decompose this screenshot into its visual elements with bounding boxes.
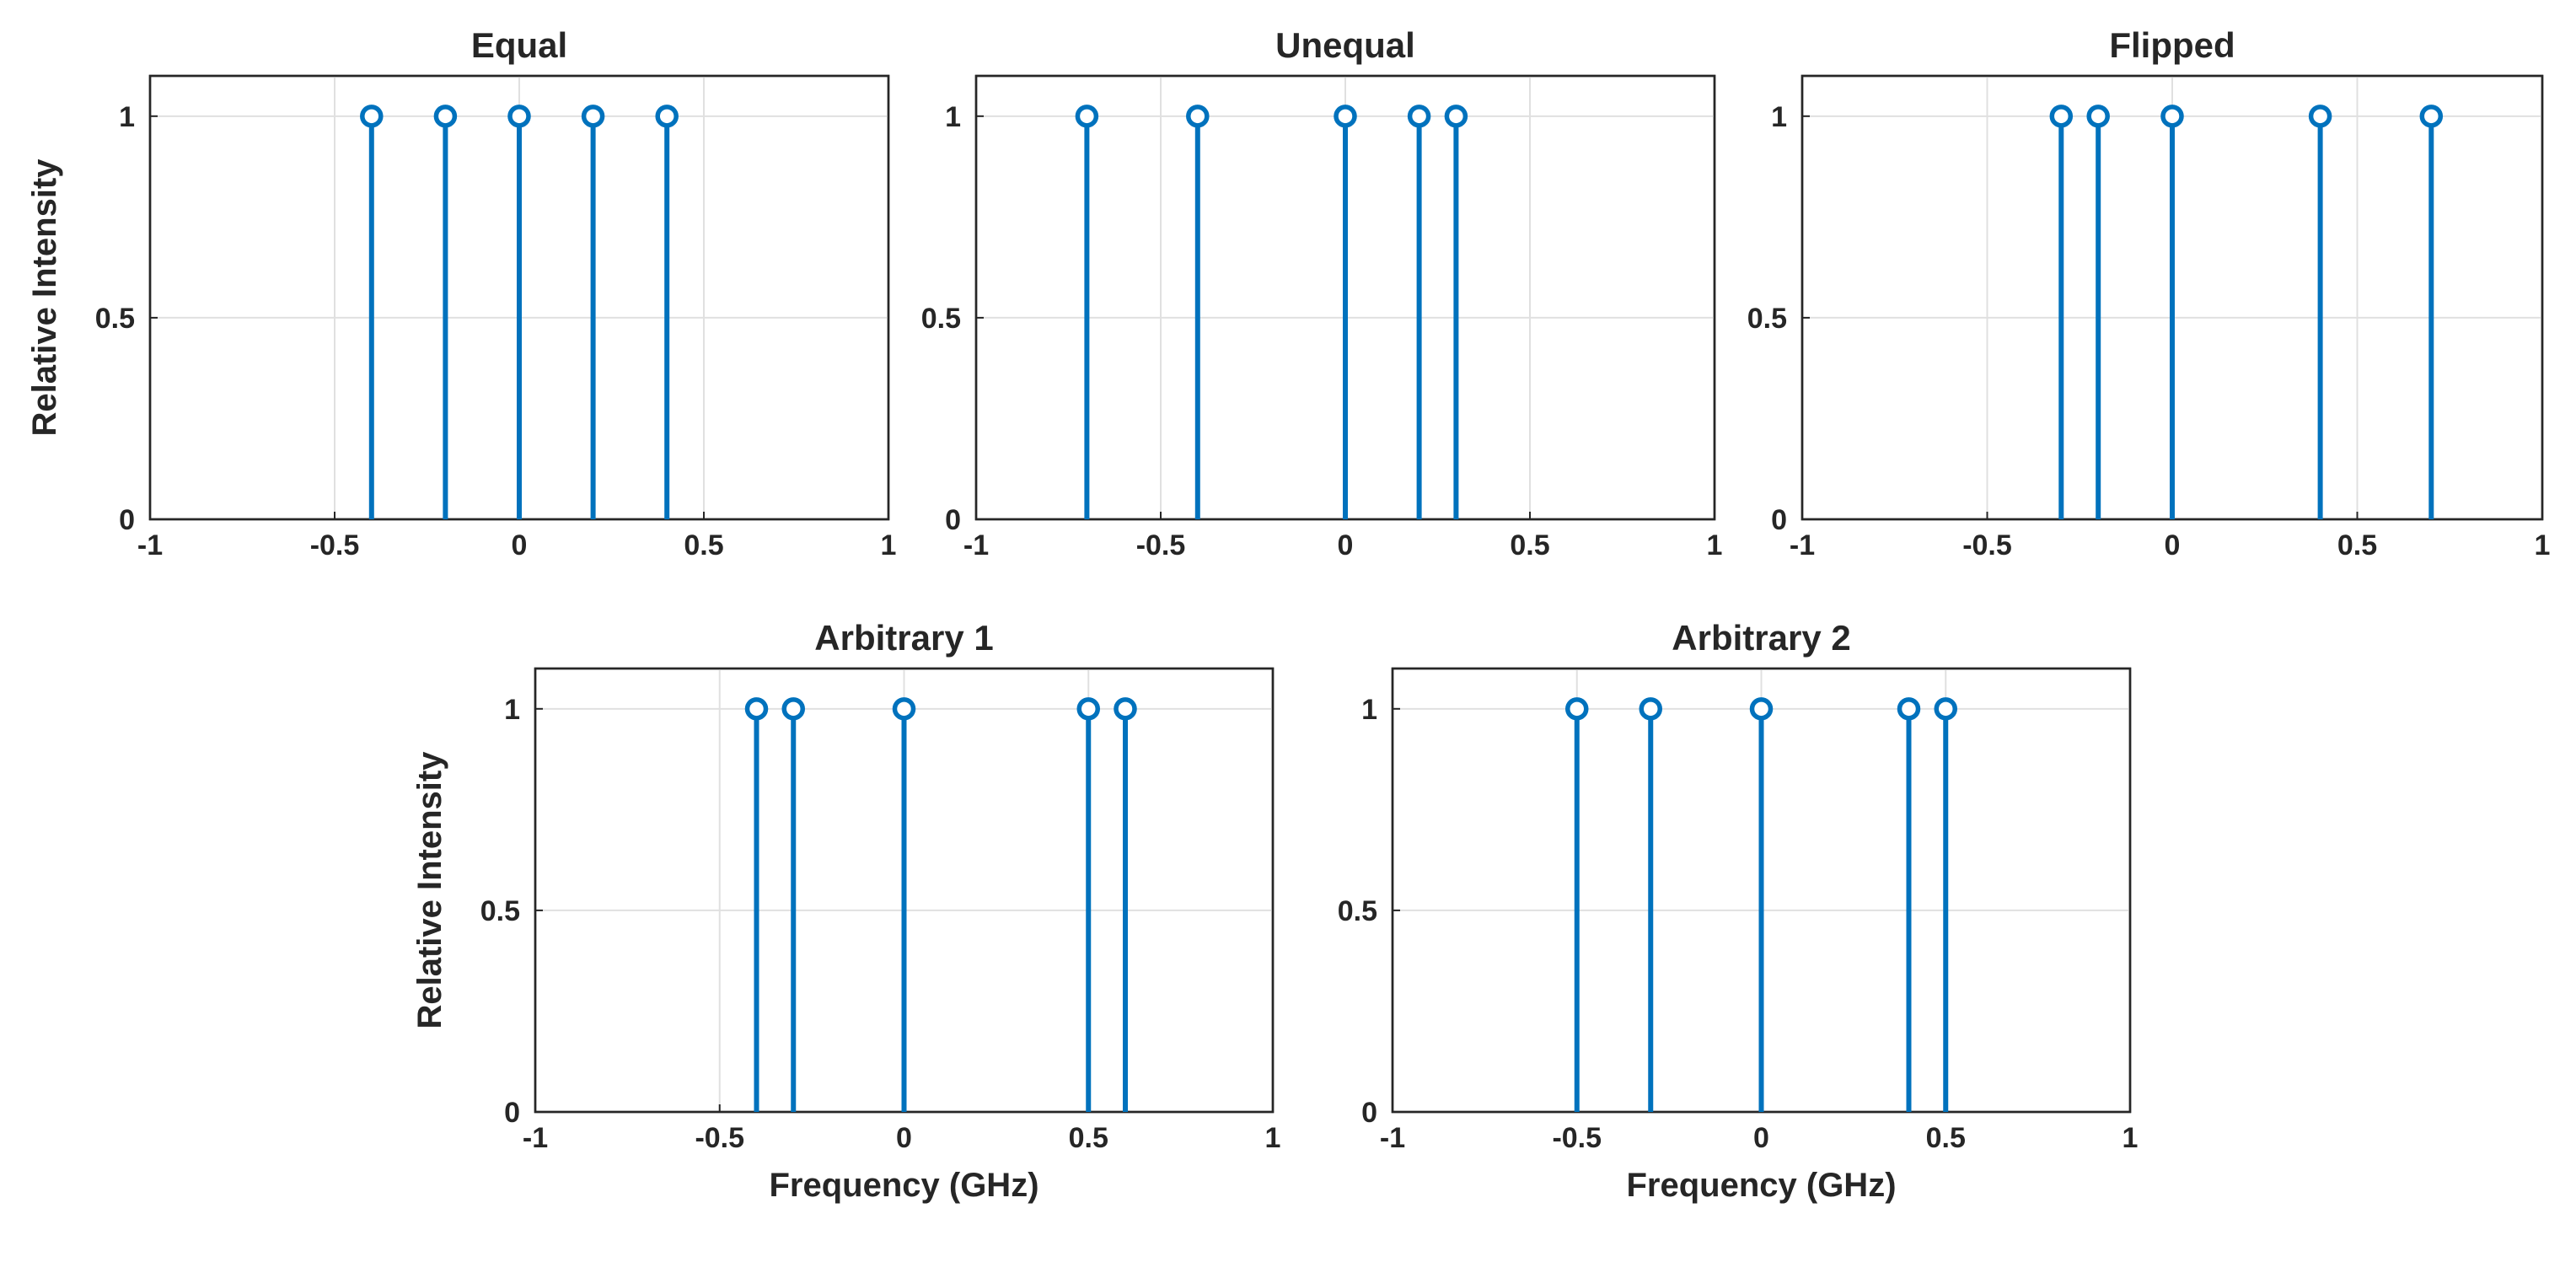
x-tick-label: 0: [1753, 1122, 1769, 1154]
x-tick-label: 0: [512, 529, 528, 561]
x-tick-label: 1: [1265, 1122, 1281, 1154]
y-tick-label: 0.5: [1747, 303, 1787, 335]
stem-marker: [360, 105, 384, 128]
y-tick-label: 0.5: [1338, 895, 1377, 927]
stem-marker: [1749, 697, 1774, 721]
y-tick-label: 1: [119, 101, 135, 133]
x-tick-label: 0.5: [1926, 1122, 1966, 1154]
y-tick-label: 1: [945, 101, 961, 133]
stem-marker: [781, 697, 805, 721]
stem-marker: [2049, 105, 2074, 128]
stem-marker: [1897, 697, 1921, 721]
stem-marker: [2308, 105, 2332, 128]
y-tick-label: 0.5: [480, 895, 520, 927]
subplot-title: Arbitrary 1: [814, 618, 993, 658]
x-tick-label: 1: [881, 529, 897, 561]
x-tick-label: 0.5: [2337, 529, 2377, 561]
x-tick-label: 0: [2165, 529, 2181, 561]
subplot-5: -1 -0.5 0 0.5 1 0 0.5 1 Arbitrary 2 Frequency (GH…: [1338, 618, 2139, 1204]
x-tick-label: 1: [2123, 1122, 2139, 1154]
stem-marker: [655, 105, 679, 128]
stem-marker: [1334, 105, 1357, 128]
x-axis-label: Frequency (GHz): [769, 1167, 1038, 1204]
stem-marker: [1186, 105, 1210, 128]
x-tick-label: -1: [963, 529, 989, 561]
x-tick-label: 1: [1707, 529, 1723, 561]
subplot-title: Flipped: [2109, 25, 2235, 65]
x-tick-label: -0.5: [310, 529, 360, 561]
stem-marker: [1565, 697, 1589, 721]
x-tick-label: -1: [137, 529, 163, 561]
subplot-3: -1 -0.5 0 0.5 1 0 0.5 1 Flipped: [1747, 25, 2551, 561]
x-tick-label: -1: [523, 1122, 548, 1154]
stem-marker: [1444, 105, 1468, 128]
stem-marker: [507, 105, 531, 128]
stem-marker: [1075, 105, 1099, 128]
x-tick-label: 0: [1338, 529, 1354, 561]
y-tick-label: 0: [1361, 1097, 1377, 1129]
subplot-2: -1 -0.5 0 0.5 1 0 0.5 1 Unequal: [921, 25, 1723, 561]
y-tick-label: 1: [504, 694, 520, 726]
x-tick-label: -0.5: [1962, 529, 2012, 561]
x-tick-label: 0.5: [684, 529, 723, 561]
x-axis-label: Frequency (GHz): [1626, 1167, 1896, 1204]
x-tick-label: -0.5: [1552, 1122, 1602, 1154]
x-tick-label: 0.5: [1510, 529, 1549, 561]
y-tick-label: 0.5: [95, 303, 135, 335]
y-axis-label: Relative Intensity: [411, 751, 448, 1029]
stem-marker: [2419, 105, 2444, 128]
y-tick-label: 0: [119, 504, 135, 536]
stem-marker: [744, 697, 769, 721]
stem-marker: [581, 105, 605, 128]
stem-marker: [892, 697, 916, 721]
x-tick-label: -1: [1380, 1122, 1405, 1154]
stem-marker: [1639, 697, 1662, 721]
stem-marker: [2160, 105, 2184, 128]
subplot-title: Equal: [471, 25, 567, 65]
subplot-4: -1 -0.5 0 0.5 1 0 0.5 1 Arbitrary 1 Frequency (GH…: [411, 618, 1280, 1204]
y-tick-label: 0: [1771, 504, 1787, 536]
x-tick-label: -1: [1790, 529, 1815, 561]
y-tick-label: 0: [504, 1097, 520, 1129]
stem-marker: [1114, 697, 1137, 721]
x-tick-label: 0.5: [1069, 1122, 1108, 1154]
y-tick-label: 1: [1361, 694, 1377, 726]
stem-marker: [433, 105, 458, 128]
x-tick-label: 0: [896, 1122, 912, 1154]
subplot-title: Arbitrary 2: [1672, 618, 1850, 658]
x-tick-label: -0.5: [1136, 529, 1186, 561]
subplot-title: Unequal: [1275, 25, 1415, 65]
y-tick-label: 0.5: [921, 303, 961, 335]
x-tick-label: 1: [2535, 529, 2551, 561]
y-tick-label: 1: [1771, 101, 1787, 133]
x-tick-label: -0.5: [695, 1122, 744, 1154]
stem-marker: [2086, 105, 2110, 128]
stem-marker: [1407, 105, 1431, 128]
y-tick-label: 0: [945, 504, 961, 536]
y-axis-label: Relative Intensity: [26, 158, 63, 437]
stem-marker: [1934, 697, 1957, 721]
stem-marker: [1076, 697, 1100, 721]
subplot-1: -1 -0.5 0 0.5 1 0 0.5 1 Equal Relative Intensity: [26, 25, 896, 561]
